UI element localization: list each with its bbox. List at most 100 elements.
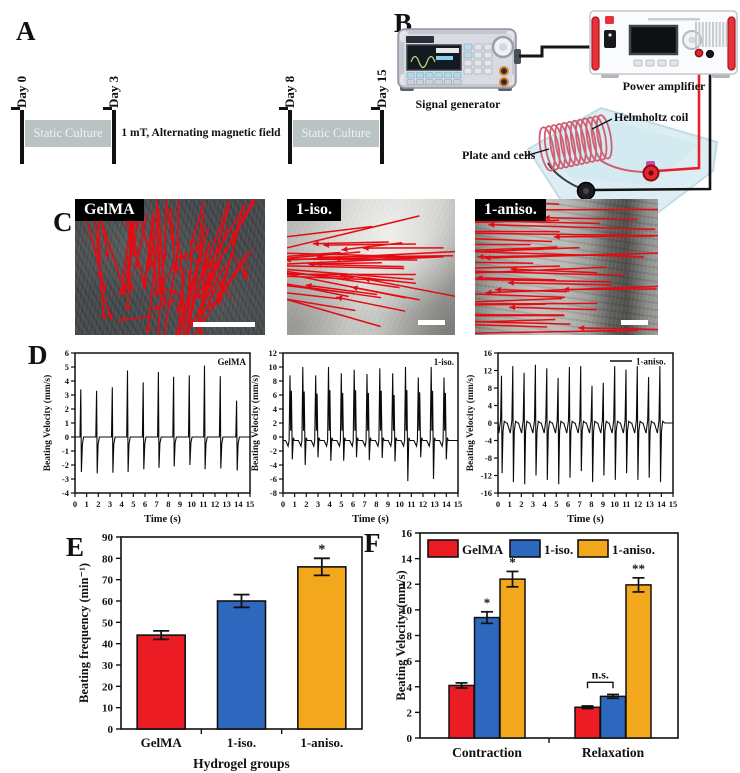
- svg-text:8: 8: [589, 499, 593, 509]
- scale-bar: [193, 322, 255, 327]
- svg-text:11: 11: [407, 499, 415, 509]
- ns-label: n.s.: [592, 667, 609, 681]
- significance-marker: **: [632, 561, 645, 576]
- svg-text:7: 7: [155, 499, 160, 509]
- svg-text:1: 1: [508, 499, 512, 509]
- svg-text:1: 1: [65, 418, 69, 428]
- y-axis-label: Beating Velocity (mm/s): [465, 375, 476, 472]
- svg-text:10: 10: [269, 362, 278, 372]
- svg-text:14: 14: [234, 499, 243, 509]
- timeline-stub: [279, 107, 288, 110]
- category-label: 1-iso.: [227, 735, 256, 750]
- day0-label: Day 0: [14, 75, 29, 108]
- y-axis-label: Beating Velocity (mm/s): [250, 375, 261, 472]
- svg-text:40: 40: [102, 639, 114, 651]
- static-culture-bar-1: Static Culture: [25, 120, 111, 147]
- signal-cable: [519, 45, 590, 58]
- svg-text:6: 6: [273, 390, 277, 400]
- svg-text:-8: -8: [270, 488, 277, 498]
- svg-text:9: 9: [601, 499, 605, 509]
- svg-text:7: 7: [363, 499, 368, 509]
- svg-text:12: 12: [269, 348, 278, 358]
- svg-text:9: 9: [386, 499, 390, 509]
- power-switch: [604, 30, 616, 48]
- panel-f-label: F: [364, 528, 381, 558]
- helmholtz-coil-caption: Helmholtz coil: [614, 110, 689, 124]
- svg-text:6: 6: [407, 656, 413, 668]
- svg-text:3: 3: [108, 499, 112, 509]
- bar-1-iso.-Relaxation: [599, 695, 627, 739]
- category-label: 1-aniso.: [300, 735, 343, 750]
- bar-GelMA-Contraction: [448, 684, 475, 739]
- y-axis-label: Beating Velocity (mm/s): [42, 375, 53, 472]
- bar-1-aniso.: [297, 566, 347, 730]
- svg-text:8: 8: [166, 499, 170, 509]
- svg-text:13: 13: [645, 499, 654, 509]
- svg-text:11: 11: [199, 499, 207, 509]
- svg-text:50: 50: [102, 617, 114, 629]
- svg-text:2: 2: [65, 404, 69, 414]
- svg-text:14: 14: [401, 554, 413, 566]
- legend-swatch-1-iso.: [509, 539, 541, 558]
- svg-text:20: 20: [102, 681, 114, 693]
- svg-text:10: 10: [610, 499, 619, 509]
- svg-text:8: 8: [273, 376, 277, 386]
- micrograph-label-1-iso: 1-iso.: [287, 199, 341, 221]
- signal-generator-illustration: [397, 28, 521, 91]
- x-axis-label: Time (s): [144, 514, 181, 525]
- svg-text:30: 30: [102, 660, 114, 672]
- svg-text:0: 0: [273, 432, 277, 442]
- svg-text:12: 12: [211, 499, 220, 509]
- day3-label: Day 3: [106, 75, 121, 108]
- y-axis-label: Beating Velocityv(mm/s): [394, 570, 408, 700]
- red-terminal: [694, 48, 704, 58]
- x-axis-label: Hydrogel groups: [193, 756, 290, 771]
- bar-GelMA-Relaxation: [574, 706, 601, 739]
- day8-label: Day 8: [282, 75, 297, 108]
- svg-text:-4: -4: [62, 488, 70, 498]
- timeline-stub: [103, 107, 112, 110]
- scale-bar: [418, 320, 445, 325]
- svg-text:5: 5: [554, 499, 558, 509]
- svg-text:-1: -1: [62, 446, 69, 456]
- timeline-tick-day0: [20, 110, 24, 164]
- svg-text:10: 10: [102, 703, 114, 715]
- significance-marker: *: [318, 542, 325, 557]
- velocity-trace: [283, 366, 458, 482]
- svg-text:12: 12: [634, 499, 643, 509]
- svg-text:10: 10: [187, 499, 196, 509]
- legend-label: GelMA: [218, 357, 247, 367]
- svg-text:0: 0: [281, 499, 285, 509]
- svg-text:3: 3: [531, 499, 535, 509]
- svg-text:16: 16: [484, 348, 493, 358]
- velocity-vectors-1-iso: [287, 215, 455, 328]
- timeline-stub: [371, 107, 380, 110]
- bar-1-iso.-Contraction: [473, 616, 501, 739]
- svg-text:15: 15: [669, 499, 678, 509]
- y-axis-label: Beating frequency (min⁻¹): [77, 563, 91, 703]
- svg-text:-3: -3: [62, 474, 69, 484]
- svg-text:-4: -4: [485, 436, 493, 446]
- bar-1-aniso.-Relaxation: [625, 584, 652, 739]
- static-culture-bar-2: Static Culture: [293, 120, 379, 147]
- x-axis-label: Time (s): [352, 514, 389, 525]
- svg-text:-12: -12: [481, 471, 492, 481]
- svg-text:0: 0: [65, 432, 69, 442]
- svg-text:-2: -2: [62, 460, 69, 470]
- legend-label: 1-iso.: [434, 357, 454, 367]
- legend-swatch-1-aniso.: [577, 539, 609, 558]
- panel-d-label: D: [28, 340, 48, 370]
- plot-frame: [74, 352, 251, 494]
- svg-text:8: 8: [374, 499, 378, 509]
- red-wire: [655, 56, 701, 173]
- x-axis-label: Time (s): [567, 514, 604, 525]
- svg-text:7: 7: [578, 499, 583, 509]
- micrograph-1-aniso: 1-aniso.: [475, 199, 658, 335]
- timeline-tick-day15: [380, 110, 384, 164]
- svg-text:8: 8: [488, 383, 492, 393]
- svg-text:14: 14: [442, 499, 451, 509]
- svg-text:4: 4: [273, 404, 278, 414]
- svg-text:4: 4: [120, 499, 125, 509]
- beating-velocity-chart-1-aniso: -16 -12 -8 -4 0 4 8 12 16 0 1 2 3 4 5 6 7 8 9 10 11 12 13 14 15 B…: [463, 344, 685, 529]
